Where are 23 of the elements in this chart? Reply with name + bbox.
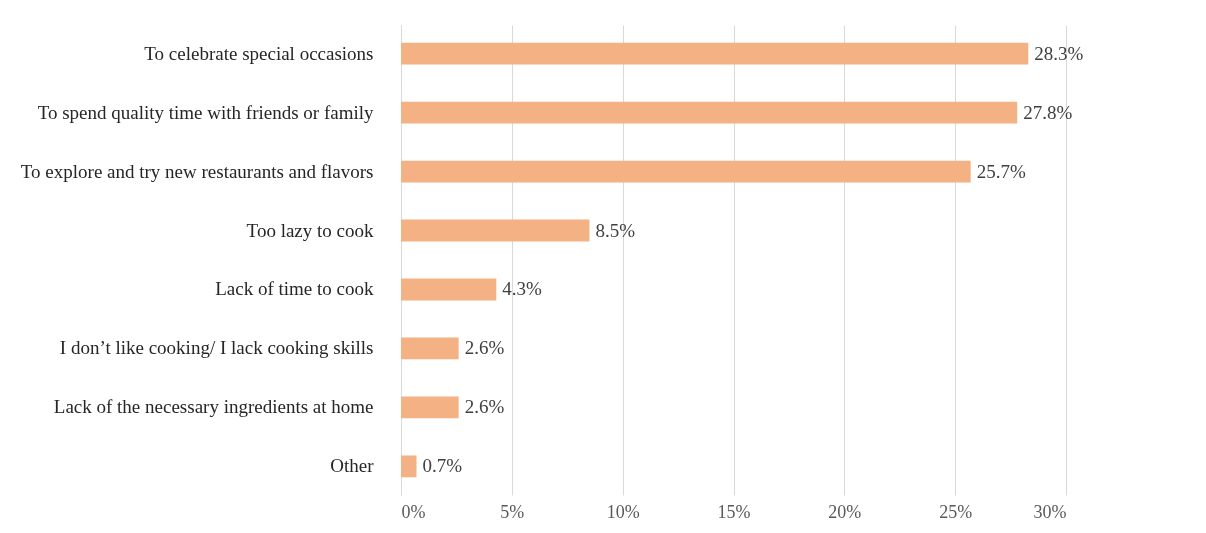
data-label: 4.3% <box>502 278 543 300</box>
x-tick-label: 25% <box>939 501 973 522</box>
data-label: 2.6% <box>464 337 505 359</box>
x-tick-label: 5% <box>500 501 525 522</box>
x-tick-label: 20% <box>828 501 862 522</box>
y-tick-label: To celebrate special occasions <box>144 42 374 64</box>
y-tick-label: Lack of time to cook <box>215 278 374 300</box>
data-label: 8.5% <box>595 219 636 241</box>
y-tick-label: Lack of the necessary ingredients at home <box>53 396 374 418</box>
x-tick-label: 30% <box>1033 501 1067 522</box>
data-label: 25.7% <box>976 160 1026 182</box>
y-tick-label: To spend quality time with friends or family <box>37 101 374 123</box>
y-tick-label: Other <box>330 455 375 477</box>
data-label: 27.8% <box>1023 101 1073 123</box>
y-tick-label: Too lazy to cook <box>246 219 374 241</box>
x-tick-label: 0% <box>401 501 426 522</box>
y-tick-label: To explore and try new restaurants and flavors <box>20 160 374 182</box>
y-tick-label: I don’t like cooking/ I lack cooking skills <box>59 337 374 359</box>
x-tick-label: 10% <box>606 501 640 522</box>
data-label: 28.3% <box>1034 42 1084 64</box>
x-tick-label: 15% <box>717 501 751 522</box>
data-label: 0.7% <box>422 455 463 477</box>
data-label: 2.6% <box>464 396 505 418</box>
